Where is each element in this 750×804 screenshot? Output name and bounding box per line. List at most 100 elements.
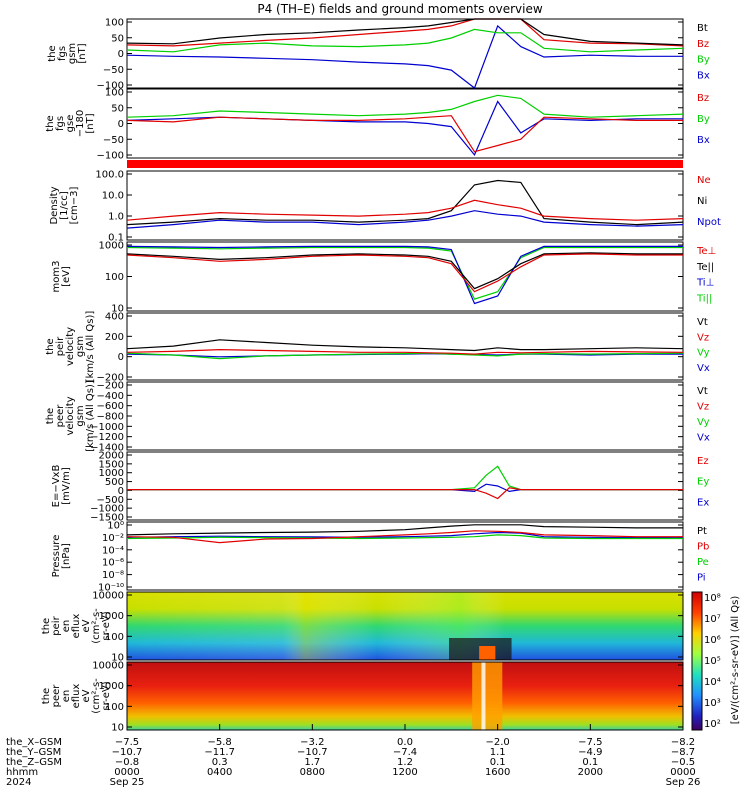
y-axis-label: velocity [65,396,76,435]
legend-entry: Vy [697,348,710,359]
colorbar-tick-label: 10⁷ [704,614,721,625]
ephemeris-value: −7.4 [393,747,417,758]
y-tick-label: −500 [97,495,124,506]
ephemeris-row-label: hhmm [6,767,38,778]
ephemeris-value: 0.1 [582,757,598,768]
y-axis-label: [1/cc] [59,191,70,220]
y-tick-label: 50 [111,33,124,44]
y-tick-label: 1000 [99,611,124,622]
y-axis-label: peir [55,336,66,356]
series-line-te [126,252,683,290]
y-axis-label: [nT] [77,43,88,63]
y-tick-label: 1000 [99,681,124,692]
ephemeris-value: 1600 [485,767,510,778]
colorbar-tick-label: 10³ [704,698,721,709]
legend-entry: Ti⊥ [696,278,714,289]
panel-4: 1000 100 10 mom3 [eV] Te⊥ Te|| Ti⊥ Ti|| [51,241,716,315]
panel-frame [126,170,684,241]
y-axis-label: the [41,688,52,704]
y-tick-label: −800 [97,412,124,423]
y-tick-label: 10⁰ [107,521,124,532]
ephemeris-value: −3.2 [300,737,324,748]
y-tick-label: 1.0 [108,212,124,223]
y-axis-label: [km/s (All Qs)] [85,380,96,452]
y-tick-label: 0.1 [108,233,124,244]
ephemeris-row-label: the_Y–GSM [6,747,61,758]
ephemeris-value: −0.5 [671,757,695,768]
series-line-bx [126,100,683,157]
y-axis-label: [km/s (All Qs)] [85,311,96,383]
ephemeris-value: −4.9 [578,747,602,758]
ephemeris-row-label: 2024 [6,777,31,788]
y-axis-label: [mV/m] [61,467,72,505]
legend-entry: Vz [697,402,709,413]
y-tick-label: 100 [105,18,124,29]
electron-spectrogram-hot [472,662,503,730]
y-tick-label: 10 [111,723,124,734]
series-line-bz [126,115,683,153]
ephemeris-value: 0000 [670,767,695,778]
y-axis-label: en [61,620,72,633]
y-tick-label: 500 [105,477,124,488]
ephemeris-value: 1200 [392,767,417,778]
legend-entry: Bz [697,93,709,104]
colorbar-tick-label: 10⁶ [704,635,721,646]
ephemeris-value: 0000 [114,767,139,778]
ephemeris-value: Sep 25 [110,777,145,788]
series-line-by [126,28,684,53]
y-tick-label: 2000 [99,451,124,462]
ephemeris-value: −10.7 [112,747,143,758]
ephemeris-value: 0.1 [490,757,506,768]
y-tick-label: 0 [118,49,124,60]
ephemeris-value: 2000 [578,767,603,778]
series-line-ez [127,487,683,500]
panel-frame [126,591,684,661]
y-axis-label: gsm [67,43,78,64]
y-tick-label: −600 [97,401,124,412]
electron-spectrogram-gap [481,662,486,730]
series-line-pe [126,534,683,540]
ephemeris-value: −7.5 [115,737,139,748]
y-axis-label: sr-eV) [101,611,112,640]
series-line-ti [126,246,683,300]
y-tick-label: 10⁻² [102,533,124,544]
y-axis-label: velocity [65,327,76,366]
legend-entry: Vt [697,317,708,328]
colorbar-label: [eV/(cm²-s-sr-eV)] (All Qs) [730,596,741,725]
legend-entry: Ex [697,497,709,508]
series-line-ni [126,179,684,226]
y-tick-label: −1000 [90,422,124,433]
y-axis-label: [nT] [85,113,96,133]
series-line-ey [127,465,683,491]
legend-entry: Pe [697,557,709,568]
y-axis-label: peer [51,684,62,708]
panel-9: 10000 1000 100 10 the peir en eflux eV (cm²-s-sr-… [41,591,684,664]
ephemeris-value: 0.3 [212,757,228,768]
series-line-pt [126,524,683,536]
y-axis-label: mom3 [51,261,62,293]
colorbar-tick-label: 10⁵ [704,656,721,667]
legend-entry: Bx [697,70,710,81]
y-axis-label: the [45,408,56,424]
y-tick-label: −400 [97,391,124,402]
ephemeris-row-label: the_X–GSM [6,737,62,748]
legend-entry: Vz [697,332,709,343]
y-axis-label: gse [65,115,76,133]
y-axis-label: Pressure [51,535,62,578]
legend-entry: Ne [697,175,711,186]
legend-entry: Bz [697,39,709,50]
panel-frame [126,88,684,159]
ephemeris-value: −8.2 [671,737,695,748]
series-line-pb [126,530,683,544]
y-axis-label: (cm²-s- [91,678,102,714]
panel-frame [126,241,684,312]
y-axis-label: en [61,690,72,703]
ephemeris-value: −7.5 [578,737,602,748]
y-tick-label: 1000 [99,468,124,479]
y-tick-label: 100 [105,702,124,713]
legend-entry: By [697,55,710,66]
y-axis-label: (cm²-s- [91,608,102,644]
